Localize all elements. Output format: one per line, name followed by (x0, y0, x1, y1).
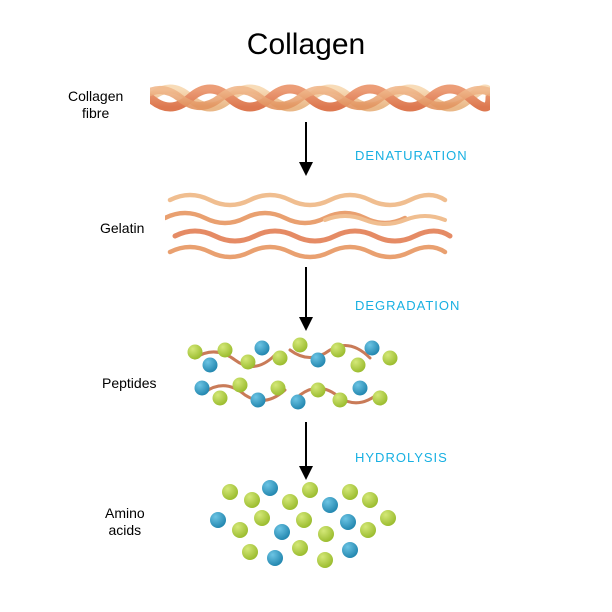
amino-acids-graphic (0, 0, 612, 612)
